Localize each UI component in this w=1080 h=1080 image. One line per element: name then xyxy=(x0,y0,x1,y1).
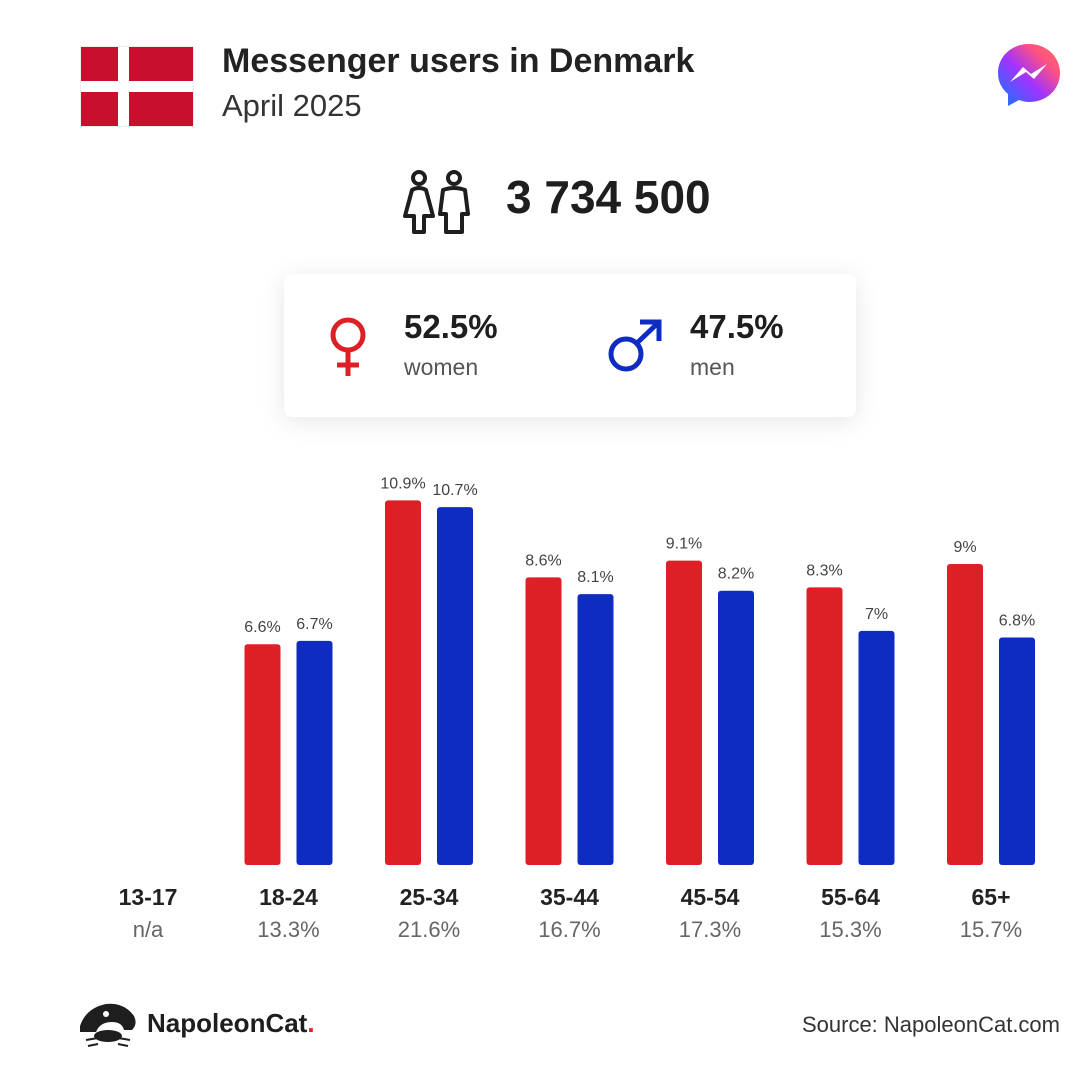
data-label-men-18-24: 6.7% xyxy=(296,616,332,633)
category-label-35-44: 35-44 xyxy=(540,884,599,910)
data-label-women-65+: 9% xyxy=(953,539,976,556)
denmark-flag-icon xyxy=(80,46,194,127)
brand-name: NapoleonCat. xyxy=(147,1008,315,1039)
data-label-men-25-34: 10.7% xyxy=(432,482,477,499)
data-label-men-45-54: 8.2% xyxy=(718,566,754,583)
male-symbol-icon xyxy=(608,319,662,372)
men-label: men xyxy=(690,354,735,380)
category-total-55-64: 15.3% xyxy=(819,917,882,942)
source-note: Source: NapoleonCat.com xyxy=(801,1012,1060,1037)
category-total-35-44: 16.7% xyxy=(538,917,601,942)
bar-men-45-54 xyxy=(718,590,754,865)
category-total-13-17: n/a xyxy=(132,917,164,942)
data-label-men-55-64: 7% xyxy=(865,606,888,623)
bar-men-65+ xyxy=(999,637,1035,865)
page-subtitle: April 2025 xyxy=(222,88,362,123)
category-label-55-64: 55-64 xyxy=(821,884,880,910)
bar-women-45-54 xyxy=(666,560,702,865)
messenger-logo-icon xyxy=(998,44,1060,106)
age-gender-bar-chart: 6.6% 6.7% 10.9% 10.7% 8.6% 8.1% 9.1% 8.2% 8.3% 7%… xyxy=(244,475,1035,865)
female-symbol-icon xyxy=(330,317,366,376)
data-label-women-55-64: 8.3% xyxy=(806,562,842,579)
bar-men-35-44 xyxy=(577,594,614,865)
page-title: Messenger users in Denmark xyxy=(222,42,695,80)
brand-dot: . xyxy=(307,1008,315,1038)
bar-men-18-24 xyxy=(296,640,333,865)
bar-women-35-44 xyxy=(525,577,562,865)
category-label-18-24: 18-24 xyxy=(259,884,318,910)
data-label-women-18-24: 6.6% xyxy=(244,619,280,636)
brand-text: NapoleonCat xyxy=(147,1008,308,1038)
data-label-men-35-44: 8.1% xyxy=(577,569,613,586)
napoleoncat-logo-icon xyxy=(80,1003,136,1047)
bar-women-18-24 xyxy=(244,644,281,865)
data-label-women-25-34: 10.9% xyxy=(380,475,425,492)
category-label-25-34: 25-34 xyxy=(399,884,459,910)
bar-women-65+ xyxy=(947,563,983,865)
women-percent: 52.5% xyxy=(404,308,498,345)
category-total-45-54: 17.3% xyxy=(678,917,742,942)
bar-women-55-64 xyxy=(806,587,843,865)
category-total-25-34: 21.6% xyxy=(397,917,461,942)
users-icon xyxy=(403,170,470,234)
bar-men-25-34 xyxy=(437,507,473,865)
bar-women-25-34 xyxy=(385,500,421,865)
data-label-women-45-54: 9.1% xyxy=(666,536,702,553)
bar-men-55-64 xyxy=(858,630,895,865)
category-total-65+: 15.7% xyxy=(959,917,1023,942)
men-percent: 47.5% xyxy=(690,308,784,345)
category-label-45-54: 45-54 xyxy=(680,884,740,910)
data-label-men-65+: 6.8% xyxy=(999,613,1035,630)
data-label-women-35-44: 8.6% xyxy=(525,552,561,569)
category-label-13-17: 13-17 xyxy=(118,884,178,910)
total-users: 3 734 500 xyxy=(506,171,711,223)
category-total-18-24: 13.3% xyxy=(257,917,320,942)
women-label: women xyxy=(404,354,479,380)
category-label-65+: 65+ xyxy=(971,884,1011,910)
gender-split-card: 52.5% women 47.5% men xyxy=(284,274,856,417)
